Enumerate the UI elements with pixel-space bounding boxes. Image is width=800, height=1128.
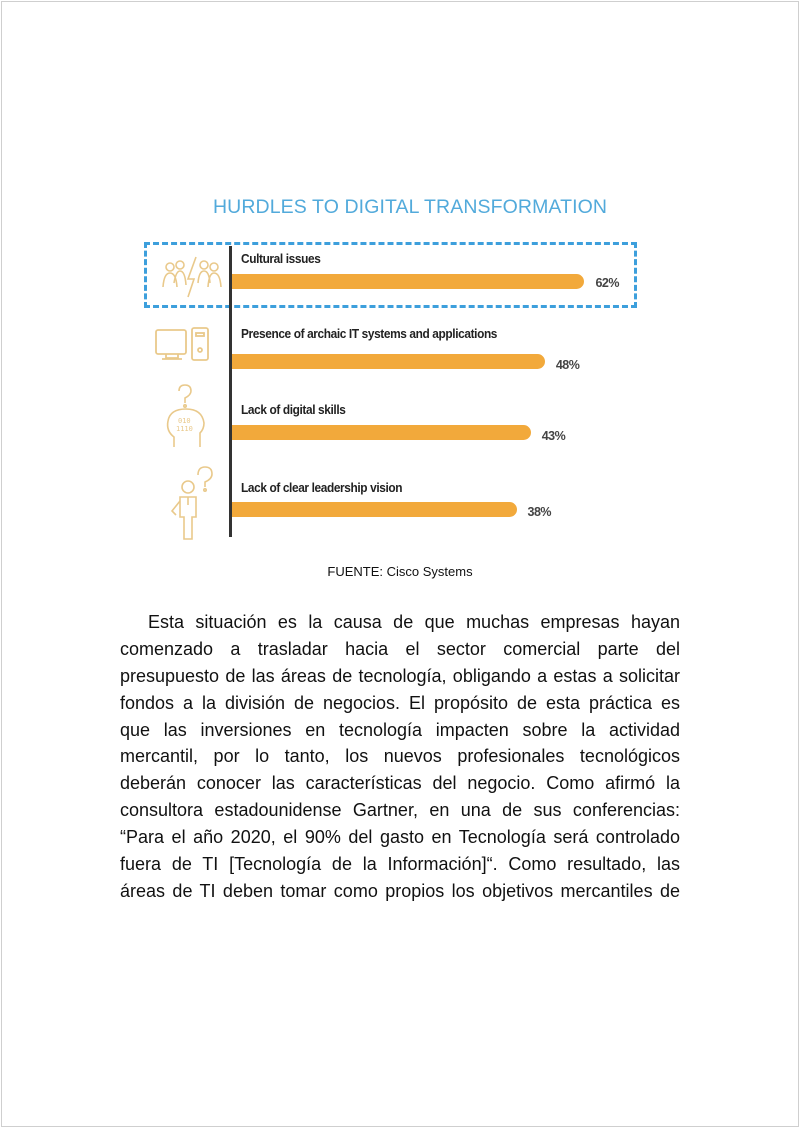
chart-axis [229, 246, 232, 537]
text-line: fondos a la división de negocios. El pro… [120, 692, 680, 713]
bar [232, 502, 517, 517]
text-line: que las inversiones en tecnología impact… [120, 719, 680, 740]
figure-caption: FUENTE: Cisco Systems [327, 564, 473, 579]
text-line: comenzado a trasladar hacia el sector co… [120, 638, 680, 659]
bar-value-label: 62% [595, 276, 619, 290]
body-paragraph: Esta situación es la causa de que muchas… [120, 609, 680, 905]
bar-label: Lack of digital skills [241, 403, 346, 417]
text-line: “Para el año 2020, el 90% del gasto en T… [120, 827, 680, 848]
svg-text:1110: 1110 [176, 425, 193, 433]
head-question-icon: 010 1110 [166, 384, 205, 447]
text-line: deberán conocer las características del … [120, 773, 680, 794]
bar-value-label: 38% [527, 505, 552, 519]
bar [232, 425, 531, 440]
people-conflict-icon [162, 256, 222, 298]
bar-label: Presence of archaic IT systems and appli… [241, 327, 498, 341]
text-line: mercantil, por lo tanto, los nuevos prof… [120, 746, 680, 767]
text-line: Esta situación es la causa de que muchas… [148, 612, 680, 632]
bar-value-label: 43% [541, 429, 566, 443]
bar [232, 354, 545, 369]
bar-label: Cultural issues [241, 252, 321, 266]
text-line: fuera de TI [Tecnología de la Informació… [120, 854, 680, 875]
highlight-box [144, 242, 637, 308]
figure-title: HURDLES TO DIGITAL TRANSFORMATION [213, 196, 608, 218]
computer-icon [155, 327, 209, 361]
text-line: áreas de TI deben tomar como propios los… [120, 880, 680, 901]
text-line: presupuesto de las áreas de tecnología, … [120, 665, 680, 686]
person-question-icon [170, 466, 213, 540]
text-line: consultora estadounidense Gartner, en un… [120, 800, 680, 821]
bar-label: Lack of clear leadership vision [241, 481, 403, 495]
bar-value-label: 48% [555, 358, 580, 372]
svg-text:010: 010 [178, 417, 191, 425]
bar [232, 274, 585, 289]
